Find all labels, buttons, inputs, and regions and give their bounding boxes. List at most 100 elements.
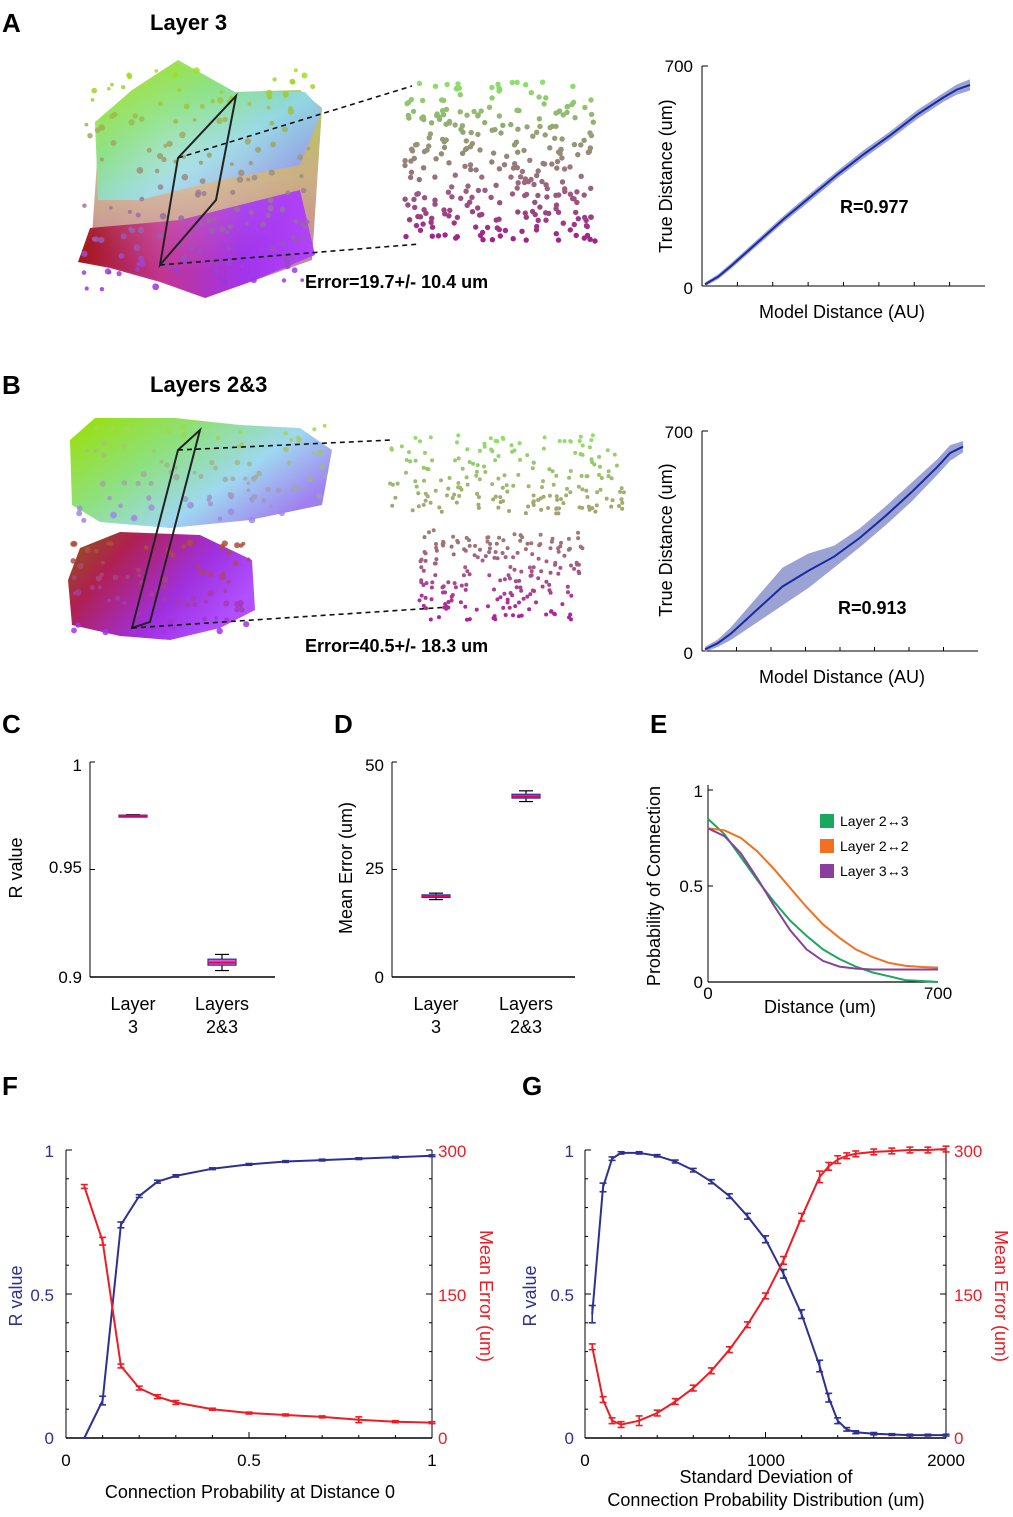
slice-dot [489,237,496,243]
slice-dot [492,587,496,592]
cloud-dot [101,560,105,565]
slice-dot [453,458,457,463]
cloud-dot [290,501,295,506]
slice-dot [489,159,495,165]
slice-dot [517,441,522,446]
cloud-dot [156,153,164,160]
cloud-dot [98,236,105,244]
cloud-dot [196,248,202,254]
slice-dot [455,440,459,445]
slice-dot [535,192,541,199]
slice-dot [549,609,553,614]
cloud-dot [102,628,109,636]
slice-dot [443,106,450,113]
slice-dot [433,561,438,566]
slice-dot [565,584,570,589]
cloud-dot [255,146,262,153]
slice-dot [590,433,595,438]
slice-dot [432,83,439,90]
slice-dot [561,501,566,506]
slice-dot [517,174,524,180]
chart-d-ylabel: Mean Error (um) [336,802,356,934]
cloud-dot [234,459,241,466]
slice-dot [515,149,521,155]
slice-dot [477,477,482,482]
slice-dot [581,137,587,143]
chart-c-cat-0-line2: 3 [128,1017,138,1037]
slice-dot [441,584,446,589]
cloud-dot [208,501,213,507]
slice-dot [606,474,611,479]
cloud-dot [85,448,90,453]
slice-dot [546,506,551,510]
cloud-dot [161,630,166,635]
chart-g-ytick-left-2: 1 [565,1142,574,1161]
slice-dot [473,167,479,173]
zoom-line-bottom-a [159,243,421,266]
slice-dot [539,569,544,574]
chart-d-cat-1-line2: 2&3 [510,1017,542,1037]
panel-label-c: C [2,709,21,739]
cloud-dot [148,504,155,511]
slice-dot [488,542,493,546]
slice-dot [441,144,448,151]
cloud-dot [317,449,323,456]
slice-dot [459,150,466,156]
slice-dot [590,506,595,511]
slice-dot [492,555,497,560]
slice-dot [434,557,439,562]
cloud-dot [243,621,250,628]
slice-dot [423,450,427,455]
slice-dot [489,95,495,101]
slice-dot [477,448,482,453]
slice-dot [504,153,510,159]
slice-dot [556,511,561,516]
slice-dot [469,209,476,215]
chart-c-ylabel: R value [6,837,26,898]
cloud-dot [186,539,194,547]
slice-dot [395,481,400,486]
slice-dot [468,129,474,136]
slice-dot [445,189,452,195]
cloud-dot [227,508,235,516]
chart-c-ytick-2: 1 [73,756,82,775]
slice-dot [580,487,585,492]
slice-dot [492,126,498,133]
slice-dot [528,592,533,597]
cloud-dot [162,597,167,602]
slice-dot [509,443,514,448]
slice-dot [532,199,538,205]
slice-dot [554,494,559,499]
chart-d-mean-error-box: Mean Error (um) 0 25 50 Layer 3 Layers 2… [336,756,575,1037]
slice-dot [529,541,534,546]
slice-dot [580,452,585,457]
cloud-dot [188,244,195,251]
slice-dot [567,164,573,170]
cloud-dot [269,120,275,126]
cloud-dot [159,212,167,220]
cloud-dot [269,245,276,252]
slice-dot [572,115,578,121]
chart-e-ytick-1: 0.5 [679,877,703,896]
slice-dot [422,535,427,540]
slice-dot [516,472,521,477]
chart-a-xlabel: Model Distance (AU) [759,302,925,322]
cloud-dot [199,221,204,227]
slice-dot [451,534,456,539]
chart-b-ytick-0: 0 [684,644,693,663]
cloud-dot [93,425,100,431]
cloud-dot [110,82,114,87]
slice-dot [486,104,493,111]
slice-dot [577,439,582,443]
slice-dot [494,541,499,546]
cloud-dot [184,601,191,608]
cloud-dot [72,591,77,595]
slice-dot [457,92,463,98]
cloud-dot [281,278,287,283]
slice-dot [467,460,472,464]
slice-dot [581,214,588,221]
slice-dot [464,112,470,118]
slice-dot [562,553,567,558]
slice-dot [452,492,457,497]
slice-dot [517,600,521,605]
